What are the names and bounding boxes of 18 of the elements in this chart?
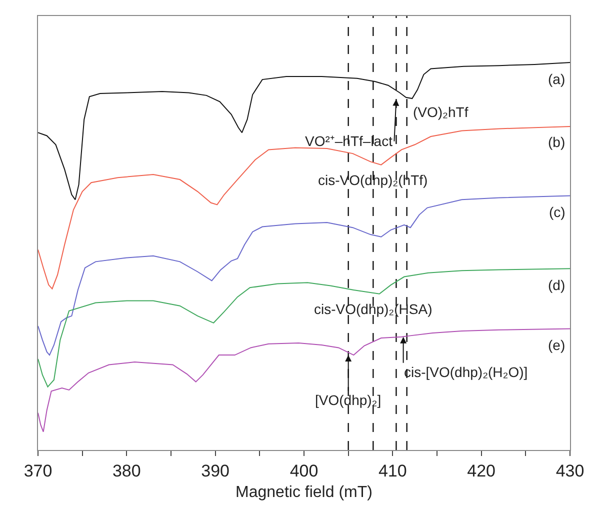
x-tick-label: 390	[201, 461, 230, 480]
x-axis-title: Magnetic field (mT)	[236, 484, 372, 502]
series-label: (c)	[549, 204, 566, 220]
series-label: (a)	[548, 71, 566, 87]
x-tick-label: 370	[24, 461, 52, 480]
x-tick-label: 420	[467, 461, 496, 480]
x-tick-label: 430	[556, 461, 584, 480]
annotation: cis-VO(dhp)₂(HSA)	[314, 301, 432, 317]
annotation: cis-VO(dhp)₂(hTf)	[318, 172, 428, 188]
annotation: [VO(dhp)₂]	[315, 392, 382, 408]
x-tick-label: 380	[112, 461, 141, 480]
x-tick-label: 410	[378, 461, 407, 480]
series-label: (e)	[548, 337, 566, 353]
x-tick-label: 400	[290, 461, 318, 480]
series-label: (d)	[548, 277, 566, 293]
annotation: (VO)₂hTf	[413, 104, 468, 120]
annotation: VO²⁺–hTf–lact	[305, 133, 393, 149]
series-label: (b)	[548, 134, 566, 150]
